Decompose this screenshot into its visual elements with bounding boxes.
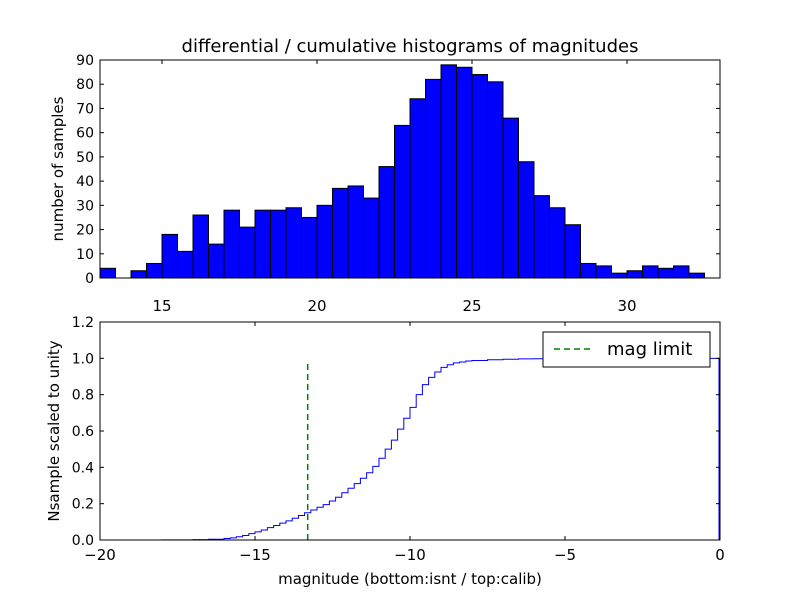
y-tick-label: 1.0 bbox=[72, 351, 94, 367]
y-tick-label: 60 bbox=[76, 126, 94, 142]
y-tick-label: 50 bbox=[76, 150, 94, 166]
histogram-bar bbox=[146, 262, 163, 279]
y-tick-label: 80 bbox=[76, 77, 94, 93]
y-tick-label: 70 bbox=[76, 101, 94, 117]
histogram-bar bbox=[301, 216, 318, 279]
x-tick-label: 25 bbox=[462, 297, 481, 315]
y-tick-label: 0.4 bbox=[72, 460, 94, 476]
cumulative-panel: 0.0 0.2 0.4 0.6 0.8 1.0 1.2 −20 −15 −10 −5 0 magni… bbox=[45, 315, 725, 588]
y-tick-label: 0.6 bbox=[72, 424, 94, 440]
histogram-bar bbox=[208, 243, 225, 279]
y-tick-label: 1.2 bbox=[72, 315, 94, 331]
histogram-bar bbox=[99, 267, 116, 279]
histogram-panel: differential / cumulative histograms of … bbox=[49, 36, 721, 315]
y-tick-label: 30 bbox=[76, 198, 94, 214]
x-tick-label: 15 bbox=[152, 297, 171, 315]
histogram-bar bbox=[192, 214, 209, 279]
histogram-axes-frame bbox=[99, 59, 721, 279]
histogram-bar bbox=[130, 270, 147, 279]
histogram-bar bbox=[595, 265, 612, 279]
y-tick-label: 90 bbox=[76, 53, 94, 69]
chart-title: differential / cumulative histograms of … bbox=[182, 36, 639, 57]
histogram-bar bbox=[673, 265, 690, 279]
histogram-bar bbox=[363, 197, 380, 279]
x-tick-label: −20 bbox=[84, 546, 116, 564]
y-tick-label: 40 bbox=[76, 174, 94, 190]
x-tick-label: 0 bbox=[715, 546, 725, 564]
x-tick-label: 30 bbox=[617, 297, 636, 315]
legend: mag limit bbox=[542, 331, 711, 368]
histogram-bar bbox=[533, 195, 550, 279]
histogram-bar bbox=[580, 262, 597, 279]
histogram-bar bbox=[549, 207, 566, 279]
histogram-bar bbox=[487, 81, 504, 279]
histogram-bar bbox=[378, 166, 395, 279]
histogram-bar bbox=[502, 117, 519, 279]
histogram-bar bbox=[347, 185, 364, 279]
histogram-bar bbox=[223, 209, 240, 279]
histogram-bar bbox=[564, 224, 581, 279]
histogram-bar bbox=[642, 265, 659, 279]
y-tick-label: 10 bbox=[76, 247, 94, 263]
cumulative-y-ticks: 0.0 0.2 0.4 0.6 0.8 1.0 1.2 bbox=[72, 315, 720, 549]
histogram-bar bbox=[177, 250, 194, 279]
histogram-bar bbox=[688, 272, 705, 279]
histogram-y-label: number of samples bbox=[49, 96, 67, 241]
legend-entry-mag-limit: mag limit bbox=[607, 339, 692, 360]
histogram-bar bbox=[518, 161, 535, 279]
histogram-bar bbox=[657, 267, 674, 279]
y-tick-label: 0.8 bbox=[72, 388, 94, 404]
histogram-bar bbox=[316, 204, 333, 279]
histogram-bar bbox=[409, 98, 426, 279]
x-tick-label: −15 bbox=[239, 546, 271, 564]
x-tick-label: −10 bbox=[394, 546, 426, 564]
cumulative-x-ticks: −20 −15 −10 −5 0 bbox=[84, 322, 725, 564]
histogram-bar bbox=[440, 64, 457, 279]
histogram-bar bbox=[161, 233, 178, 279]
histogram-bar bbox=[394, 124, 411, 279]
histogram-bar bbox=[626, 270, 643, 279]
histogram-x-ticks: 15 20 25 30 bbox=[152, 60, 637, 315]
histogram-bar bbox=[471, 74, 488, 279]
histogram-bar bbox=[425, 78, 442, 279]
legend-box bbox=[542, 331, 711, 368]
cumulative-x-label: magnitude (bottom:isnt / top:calib) bbox=[278, 570, 542, 588]
cumulative-step-line bbox=[100, 357, 720, 541]
cumulative-axes-frame bbox=[99, 321, 721, 541]
histogram-bar bbox=[332, 187, 349, 279]
histogram-bar bbox=[254, 209, 271, 279]
histogram-bar bbox=[611, 272, 628, 279]
y-tick-label: 0.2 bbox=[72, 497, 94, 513]
histogram-bar bbox=[239, 226, 256, 279]
y-tick-label: 20 bbox=[76, 223, 94, 239]
x-tick-label: −5 bbox=[554, 546, 576, 564]
y-tick-label: 0 bbox=[85, 271, 94, 287]
cumulative-lines bbox=[100, 357, 720, 541]
y-tick-label: 0.0 bbox=[72, 533, 94, 549]
histogram-bar bbox=[285, 207, 302, 279]
histogram-bar bbox=[270, 209, 287, 279]
x-tick-label: 20 bbox=[307, 297, 326, 315]
histogram-y-ticks: 0 10 20 30 40 50 60 70 80 90 bbox=[76, 53, 720, 287]
histogram-bar bbox=[456, 66, 473, 279]
cumulative-y-label: Nsample scaled to unity bbox=[45, 340, 63, 521]
